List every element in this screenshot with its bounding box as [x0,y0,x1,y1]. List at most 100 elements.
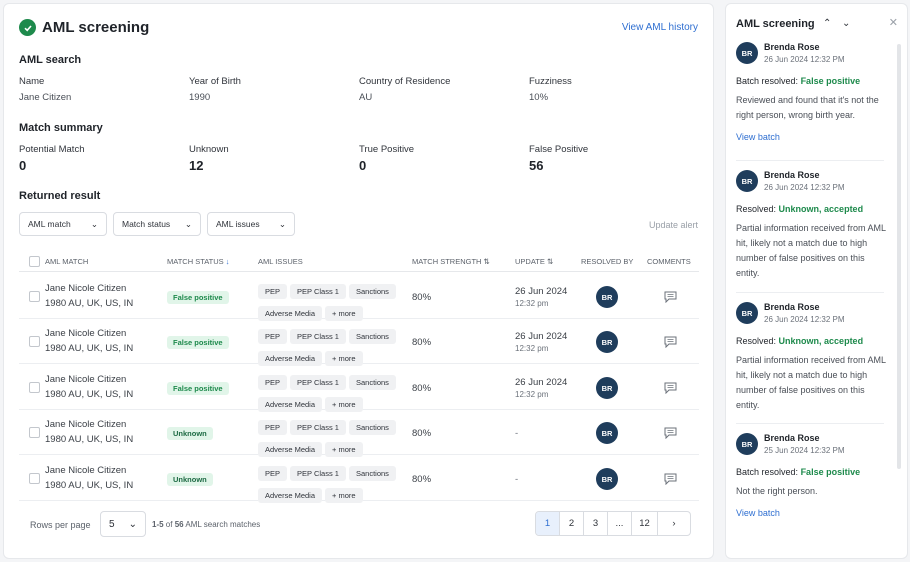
comment-divider [736,292,884,293]
match-details: 1980 AU, UK, US, IN [45,433,134,445]
aml-search-fields: Name Jane Citizen Year of Birth 1990 Count… [19,76,699,103]
match-details: 1980 AU, UK, US, IN [45,342,134,354]
chevron-up-icon[interactable]: ⌃ [823,18,832,29]
row-checkbox[interactable] [29,427,40,438]
resolution-line: Resolved: Unknown, accepted [736,336,886,346]
comment-divider [736,423,884,424]
author-name: Brenda Rose [764,433,820,443]
page-3-button[interactable]: 3 [584,512,608,535]
result-range: 1-5 [152,520,164,529]
check-circle-icon [19,19,36,36]
aml-match-filter[interactable]: AML match ⌄ [19,212,107,236]
table-footer: Rows per page 5 ⌄ 1-5 of 56 AML search ma… [19,511,699,539]
match-summary-fields: Potential Match 0 Unknown 12 True Positive… [19,144,699,173]
comment-icon[interactable] [664,335,677,353]
issue-tag: + more [325,397,363,412]
page-1-button[interactable]: 1 [536,512,560,535]
update-empty: - [515,474,519,485]
comment-icon[interactable] [664,381,677,399]
table-row[interactable]: Jane Nicole Citizen 1980 AU, UK, US, IN F… [19,319,699,366]
table-row[interactable]: Jane Nicole Citizen 1980 AU, UK, US, IN F… [19,365,699,412]
comment-author: Brenda Rose 26 Jun 2024 12:32 PM [764,170,845,192]
row-checkbox[interactable] [29,382,40,393]
rows-per-page-select[interactable]: 5 ⌄ [100,511,146,537]
summary-label: Potential Match [19,144,85,155]
comment-icon[interactable] [664,472,677,490]
page-ellipsis: ... [608,512,632,535]
row-checkbox[interactable] [29,336,40,347]
table-row[interactable]: Jane Nicole Citizen 1980 AU, UK, US, IN U… [19,410,699,457]
col-update[interactable]: UPDATE ⇅ [515,257,553,266]
page-2-button[interactable]: 2 [560,512,584,535]
col-aml-issues: AML ISSUES [258,257,303,266]
row-checkbox[interactable] [29,291,40,302]
select-all-checkbox[interactable] [29,256,40,267]
status-badge: False positive [167,291,229,304]
update-alert-button[interactable]: Update alert [648,220,698,230]
update-date: 26 Jun 2024 [515,331,568,342]
aml-screening-panel: AML screening View AML history AML searc… [3,3,714,559]
summary-value: 56 [529,158,544,173]
table-header: AML MATCH MATCH STATUS ↓ AML ISSUES MATC… [19,250,699,272]
issue-tag: PEP Class 1 [290,329,346,344]
summary-value: 0 [359,158,367,173]
table-row[interactable]: Jane Nicole Citizen 1980 AU, UK, US, IN F… [19,274,699,321]
col-label: UPDATE [515,257,545,266]
comments-sidebar: AML screening ⌃ ⌄ ✕ BR Brenda Rose 26 Ju… [725,3,908,559]
rows-per-page-value: 5 [109,518,115,530]
panel-header: AML screening [19,19,149,36]
match-name: Jane Nicole Citizen [45,419,127,430]
field-value: Jane Citizen [19,92,72,103]
avatar: BR [736,302,758,324]
issue-tag: Adverse Media [258,306,323,321]
comment-icon[interactable] [664,426,677,444]
resolution-status: False positive [800,467,861,477]
row-checkbox[interactable] [29,473,40,484]
result-suffix: AML search matches [185,520,261,529]
col-aml-match: AML MATCH [45,257,89,266]
comment-item: BR Brenda Rose 26 Jun 2024 12:32 PM Batc… [736,42,886,142]
issue-tag: + more [325,306,363,321]
chevron-down-icon[interactable]: ⌄ [842,18,851,29]
update-time: 12:32 pm [515,344,549,353]
update-cell: 26 Jun 2024 12:32 pm [515,286,567,308]
page-12-button[interactable]: 12 [632,512,658,535]
col-match-status[interactable]: MATCH STATUS ↓ [167,257,230,266]
author-name: Brenda Rose [764,42,820,52]
sidebar-scrollbar[interactable] [897,44,901,469]
match-details: 1980 AU, UK, US, IN [45,479,134,491]
resolution-status: Unknown, accepted [778,204,864,214]
col-match-strength[interactable]: MATCH STRENGTH ⇅ [412,257,490,266]
search-field-year: Year of Birth 1990 [189,76,359,103]
issue-tag: PEP [258,466,288,481]
view-batch-link[interactable]: View batch [736,508,780,518]
pagination: 1 2 3 ... 12 › [535,511,691,536]
view-aml-history-link[interactable]: View AML history [621,22,698,33]
update-cell: 26 Jun 2024 12:32 pm [515,377,567,399]
issue-tag: Adverse Media [258,442,323,457]
sort-icon: ⇅ [546,257,554,266]
table-row[interactable]: Jane Nicole Citizen 1980 AU, UK, US, IN U… [19,456,699,503]
view-batch-link[interactable]: View batch [736,132,780,142]
status-badge: False positive [167,336,229,349]
issue-tag: + more [325,351,363,366]
comment-text: Partial information received from AML hi… [736,355,886,410]
col-comments: COMMENTS [647,257,691,266]
update-time: 12:32 pm [515,390,549,399]
field-value: AU [359,92,373,103]
comment-icon[interactable] [664,290,677,308]
match-status-filter[interactable]: Match status ⌄ [113,212,201,236]
next-page-button[interactable]: › [658,512,690,535]
issue-tag: + more [325,488,363,503]
comment-author: Brenda Rose 26 Jun 2024 12:32 PM [764,302,845,324]
match-name: Jane Nicole Citizen [45,283,127,294]
issue-tag: PEP [258,420,288,435]
close-icon[interactable]: ✕ [888,17,898,29]
issue-tag: Sanctions [348,329,396,344]
sidebar-title: AML screening [736,18,815,30]
chevron-down-icon: ⌄ [184,218,192,229]
aml-issues-filter[interactable]: AML issues ⌄ [207,212,295,236]
avatar: BR [596,422,618,444]
issue-tag: Adverse Media [258,488,323,503]
issue-tag: PEP [258,329,288,344]
